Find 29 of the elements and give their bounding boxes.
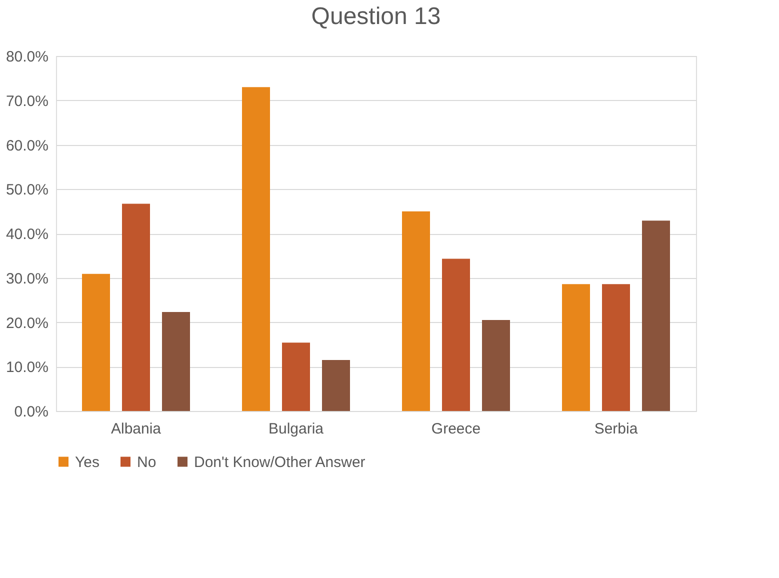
- y-tick-label: 10.0%: [6, 359, 48, 376]
- y-tick-label: 80.0%: [6, 48, 48, 66]
- y-tick-label: 60.0%: [6, 137, 48, 154]
- x-tick-label: Serbia: [594, 420, 638, 438]
- bar: [282, 342, 310, 411]
- bar: [162, 312, 190, 411]
- bar: [322, 360, 350, 411]
- bar: [82, 274, 110, 411]
- bar: [402, 211, 430, 411]
- bar: [442, 258, 470, 411]
- y-tick-label: 70.0%: [6, 92, 48, 110]
- x-tick-label: Bulgaria: [268, 420, 324, 438]
- bar: [602, 284, 630, 411]
- y-tick-label: 30.0%: [6, 270, 48, 288]
- x-tick-label: Greece: [431, 420, 481, 438]
- bar: [242, 87, 270, 411]
- x-tick-label: Albania: [110, 420, 162, 438]
- y-tick-label: 50.0%: [6, 182, 48, 199]
- y-tick-label: 40.0%: [6, 226, 48, 243]
- bar: [562, 284, 590, 411]
- chart-title: Question 13: [311, 3, 441, 30]
- legend-label: Don't Know/Other Answer: [194, 454, 366, 471]
- y-tick-label: 0.0%: [14, 404, 48, 420]
- bar: [642, 220, 670, 411]
- legend-label: Yes: [75, 454, 100, 471]
- y-tick-label: 20.0%: [6, 314, 48, 332]
- legend-label: No: [137, 454, 156, 471]
- bar: [482, 320, 510, 411]
- bar: [122, 204, 150, 411]
